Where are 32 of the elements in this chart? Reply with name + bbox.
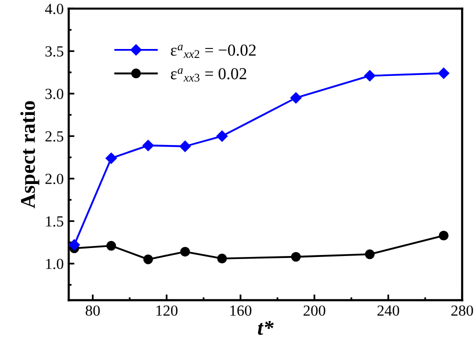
point	[106, 240, 116, 251]
point	[106, 152, 117, 164]
point	[216, 130, 228, 142]
x-tick-label: 120	[156, 305, 178, 316]
y-tick-label: 2.5	[45, 131, 64, 142]
x-tick-label: 80	[86, 305, 100, 316]
point	[68, 239, 80, 251]
point	[438, 68, 450, 79]
y-tick-label: 3.5	[46, 46, 64, 57]
point	[364, 249, 375, 260]
x-tick-label: 200	[304, 305, 326, 316]
legend-label: ε$^{a}$$_{xx2}$ = −0.02	[170, 44, 256, 58]
y-tick-label: 3.0	[46, 88, 64, 100]
x-tick-label: 280	[451, 305, 474, 316]
point	[142, 140, 154, 152]
y-tick-label: 4.0	[45, 4, 64, 14]
y-tick-label: 1.5	[46, 216, 64, 227]
point	[438, 230, 449, 240]
legend-label: ε$^{a}$$_{xx3}$ = 0.02	[170, 68, 246, 82]
point	[143, 254, 154, 264]
x-tick-label: 240	[377, 305, 400, 316]
y-axis-title: Aspect ratio	[20, 101, 40, 208]
point	[179, 140, 191, 152]
point	[364, 70, 376, 82]
x-tick-label: 160	[230, 305, 252, 316]
point	[180, 246, 190, 257]
point	[290, 92, 302, 104]
point	[291, 252, 301, 262]
y-tick-label: 1.0	[46, 258, 64, 270]
point	[217, 254, 227, 264]
x-axis-title: t*	[258, 320, 274, 335]
y-tick-label: 2.0	[45, 174, 64, 184]
